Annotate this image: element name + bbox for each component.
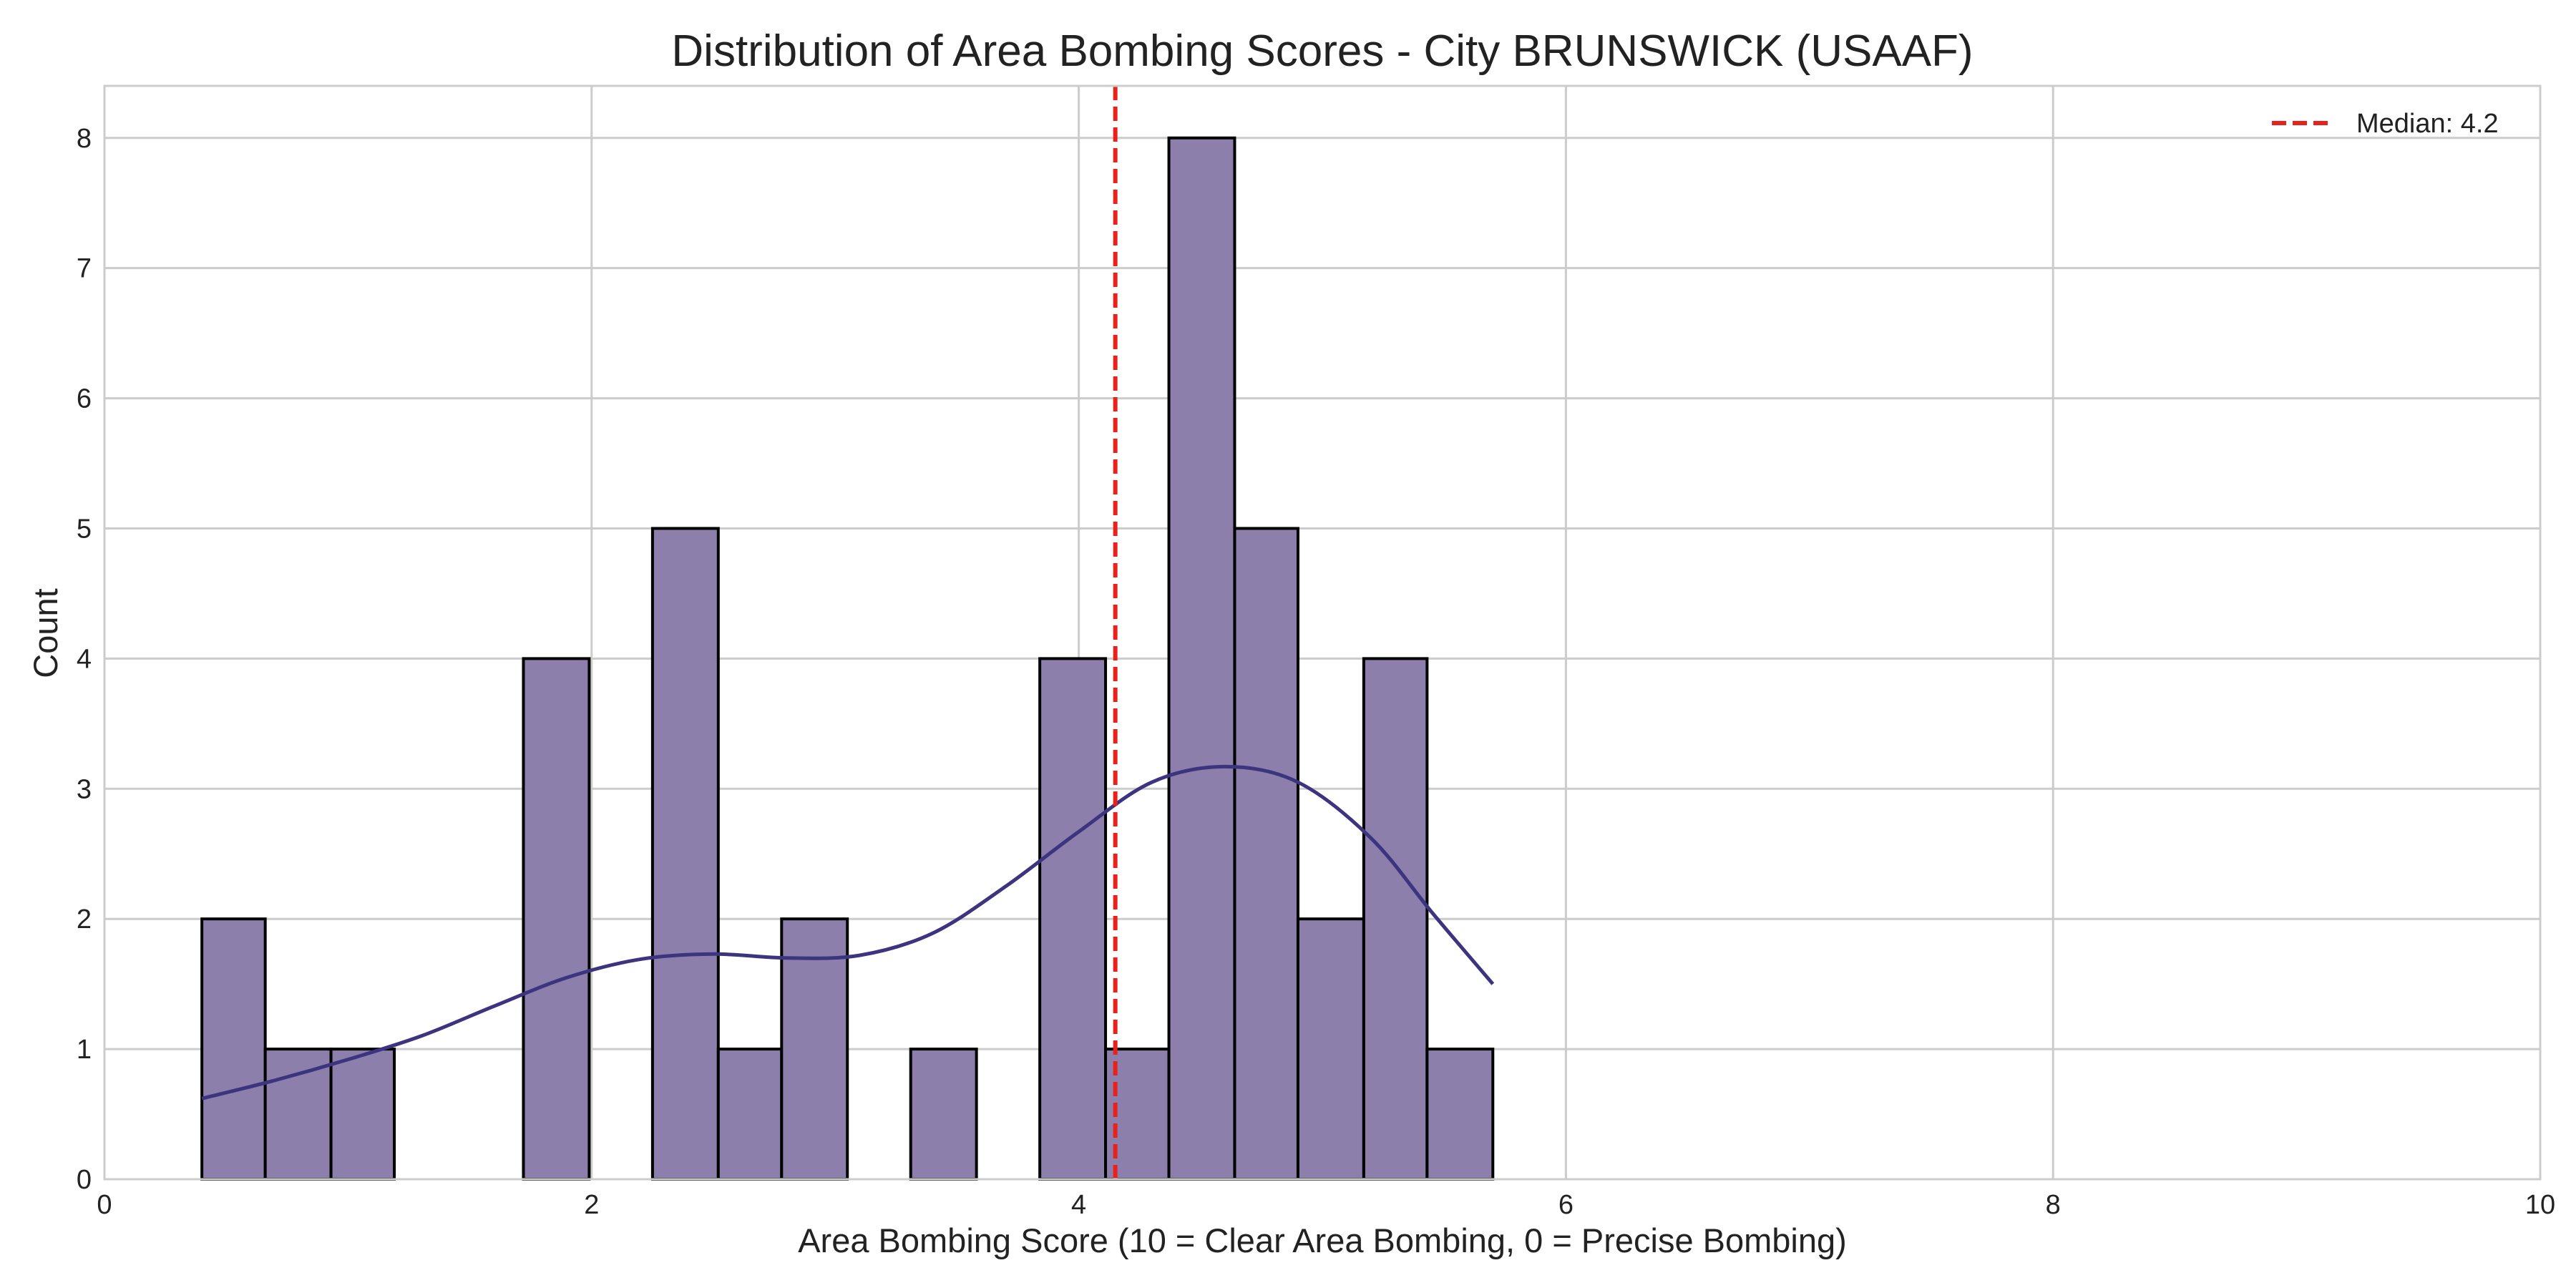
kde-curve [201, 764, 1495, 1101]
y-tick-label: 2 [77, 904, 92, 935]
histogram-bar [1362, 657, 1429, 1181]
y-tick-label: 1 [77, 1035, 92, 1065]
y-tick-label: 6 [77, 384, 92, 414]
legend-median-label: Median: 4.2 [2356, 109, 2499, 139]
histogram-bar [263, 1048, 333, 1181]
histogram-bar [909, 1048, 978, 1181]
histogram-bar [1038, 657, 1108, 1181]
histogram-bar [650, 527, 720, 1181]
histogram-bar [329, 1048, 396, 1181]
legend: Median: 4.2 [2272, 109, 2499, 139]
histogram-bar [522, 657, 591, 1181]
y-tick-label: 5 [77, 514, 92, 544]
x-tick-label: 10 [2525, 1190, 2555, 1220]
grid-lines [103, 86, 2542, 1181]
y-tick-label: 3 [77, 774, 92, 804]
x-axis-label: Area Bombing Score (10 = Clear Area Bomb… [798, 1221, 1847, 1259]
y-tick-labels: 0 1 2 3 4 5 6 7 8 [77, 124, 92, 1195]
histogram-bar [1425, 1048, 1495, 1181]
histogram-bars [200, 136, 1495, 1181]
x-tick-labels: 0 2 4 6 8 10 [97, 1190, 2555, 1220]
histogram-bar [200, 917, 267, 1181]
x-tick-label: 0 [97, 1190, 112, 1220]
chart-title: Distribution of Area Bombing Scores - Ci… [671, 26, 1973, 76]
x-tick-label: 2 [584, 1190, 599, 1220]
y-tick-label: 0 [77, 1165, 92, 1195]
y-tick-label: 7 [77, 254, 92, 284]
histogram-bar [1296, 917, 1365, 1181]
y-tick-label: 8 [77, 124, 92, 154]
x-tick-label: 8 [2046, 1190, 2061, 1220]
y-tick-label: 4 [77, 644, 92, 674]
histogram-bar [716, 1048, 784, 1181]
x-tick-label: 6 [1558, 1190, 1574, 1220]
histogram-bar [780, 917, 849, 1181]
kde-curve-layer [201, 764, 1495, 1101]
x-tick-label: 4 [1071, 1190, 1086, 1220]
histogram-bar [1167, 136, 1236, 1181]
plot-frame [103, 84, 2542, 1181]
y-axis-label: Count [26, 588, 64, 678]
histogram-bar [1233, 527, 1299, 1181]
